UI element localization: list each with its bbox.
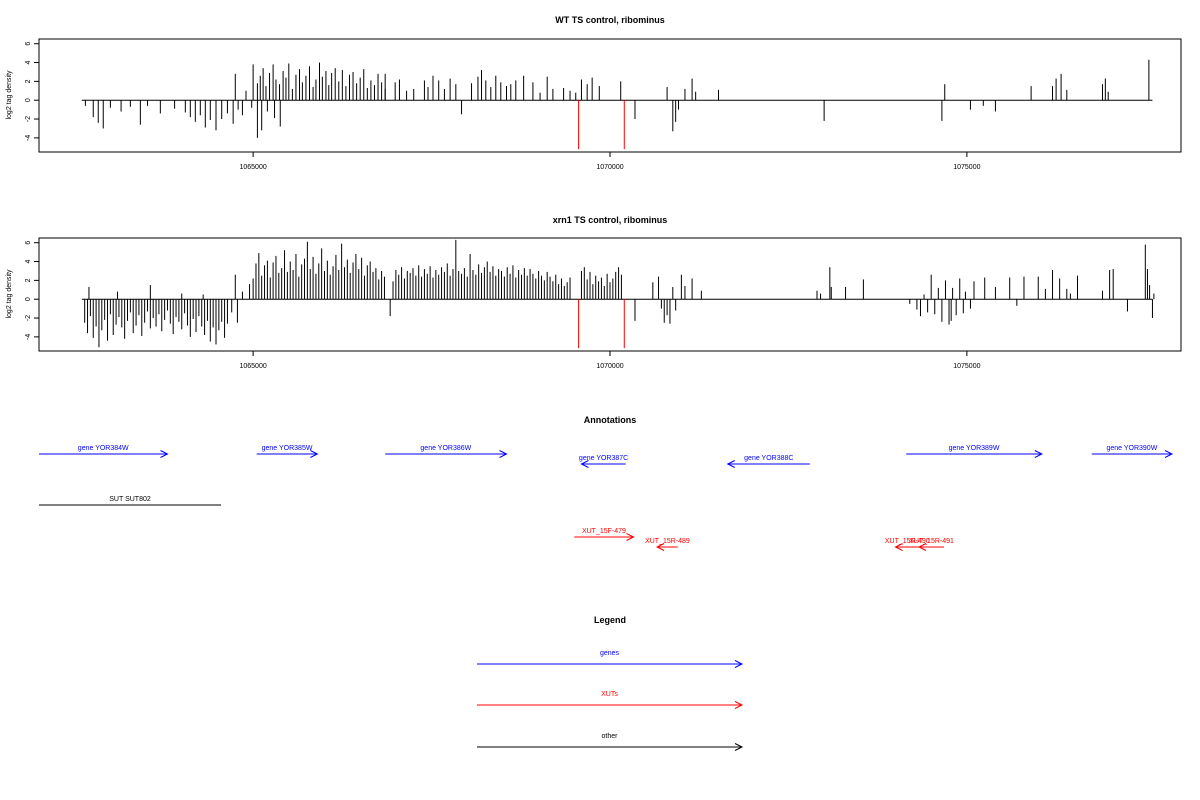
- wt-x-tick-label: 1065000: [239, 164, 266, 171]
- legend-other-label: other: [602, 733, 619, 740]
- feature-gene-yor385w-label: gene YOR385W: [262, 445, 313, 452]
- feature-xut-15r-489-arrowhead: [655, 543, 665, 551]
- feature-gene-yor389w-arrowhead: [1034, 450, 1043, 458]
- legend-panel: Legend genes XUTs other: [477, 615, 744, 751]
- feature-xut-15f-479-label: XUT_15F-479: [582, 528, 626, 535]
- feature-gene-yor384w-arrowhead: [160, 450, 169, 458]
- wt-y-tick-label: 0: [25, 98, 32, 102]
- feature-gene-yor387c-arrowhead: [580, 460, 589, 468]
- feature-gene-yor386w-arrowhead: [499, 450, 508, 458]
- feature-xut-15r-491-label: XUT_15R-491: [909, 538, 954, 545]
- wt-track-title: WT TS control, ribominus: [555, 15, 665, 25]
- feature-xut-15r-491-arrowhead: [917, 543, 927, 551]
- legend-other-arrowhead: [734, 743, 744, 751]
- xrn1-y-tick-label: 6: [25, 241, 32, 245]
- wt-y-tick-label: 6: [25, 42, 32, 46]
- annotations-title: Annotations: [584, 415, 637, 425]
- legend-title: Legend: [594, 615, 626, 625]
- feature-xut-15r-489-label: XUT_15R-489: [645, 538, 690, 545]
- feature-gene-yor390w-arrowhead: [1164, 450, 1174, 458]
- annotation-features: gene YOR384W gene YOR385W gene YOR386W gene…: [39, 445, 1174, 551]
- wt-y-tick-label: 4: [25, 60, 32, 64]
- wt-x-tick-label: 1070000: [596, 164, 623, 171]
- feature-gene-yor385w-arrowhead: [310, 450, 319, 458]
- wt-density-bars: [81, 59, 1153, 150]
- feature-gene-yor388c-arrowhead: [726, 460, 735, 468]
- xrn1-track-title: xrn1 TS control, ribominus: [553, 215, 668, 225]
- wt-x-tick-label: 1075000: [953, 164, 980, 171]
- wt-y-tick-label: -2: [25, 116, 32, 122]
- xrn1-x-tick-label: 1065000: [239, 363, 266, 370]
- xrn1-y-tick-label: 4: [25, 259, 32, 263]
- feature-gene-yor386w-label: gene YOR386W: [420, 445, 471, 452]
- xrn1-x-tick-label: 1075000: [953, 363, 980, 370]
- wt-plot-frame: [38, 38, 1182, 153]
- legend-items: genes XUTs other: [477, 650, 744, 751]
- xrn1-x-tick-label: 1070000: [596, 363, 623, 370]
- feature-xut-15r-490-arrowhead: [894, 543, 903, 551]
- wt-y-tick-label: 2: [25, 79, 32, 83]
- feature-gene-yor389w-label: gene YOR389W: [949, 445, 1000, 452]
- xrn1-y-tick-label: 2: [25, 278, 32, 282]
- feature-gene-yor387c-label: gene YOR387C: [579, 455, 628, 462]
- xrn1-track-panel: xrn1 TS control, ribominus log2 tag dens…: [6, 215, 1182, 370]
- xrn1-y-tick-label: -2: [25, 315, 32, 321]
- legend-xuts-arrowhead: [734, 701, 744, 709]
- xrn1-x-ticks: 1065000 1070000 1075000: [239, 351, 981, 370]
- xrn1-y-tick-label: -4: [25, 334, 32, 340]
- feature-gene-yor384w-label: gene YOR384W: [78, 445, 129, 452]
- wt-y-axis-label: log2 tag density: [6, 70, 13, 120]
- legend-genes-arrowhead: [734, 660, 744, 668]
- feature-sut-sut802-label: SUT SUT802: [109, 496, 151, 503]
- legend-genes-label: genes: [600, 650, 620, 657]
- feature-xut-15f-479-arrowhead: [626, 533, 635, 541]
- legend-xuts-label: XUTs: [601, 691, 618, 698]
- wt-track-panel: WT TS control, ribominus log2 tag densit…: [6, 15, 1182, 171]
- xrn1-density-bars: [81, 239, 1155, 349]
- xrn1-y-tick-label: 0: [25, 297, 32, 301]
- wt-y-tick-label: -4: [25, 135, 32, 141]
- wt-y-ticks: -4 -2 0 2 4 6: [25, 42, 39, 141]
- feature-gene-yor388c-label: gene YOR388C: [744, 455, 793, 462]
- feature-xut-15r-490-label: XUT_15R-490: [885, 538, 930, 545]
- xrn1-y-axis-label: log2 tag density: [6, 269, 13, 319]
- feature-gene-yor390w-label: gene YOR390W: [1106, 445, 1157, 452]
- annotations-panel: Annotations gene YOR384W gene YOR385W gene…: [39, 415, 1174, 551]
- xrn1-y-ticks: -4 -2 0 2 4 6: [25, 241, 39, 340]
- wt-x-ticks: 1065000 1070000 1075000: [239, 152, 981, 171]
